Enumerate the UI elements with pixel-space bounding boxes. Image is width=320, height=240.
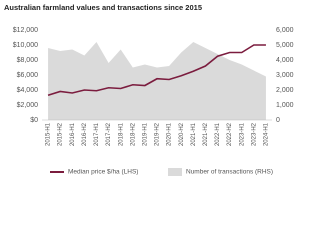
x-tick-label: 2016-H2 xyxy=(82,122,88,146)
chart-title: Australian farmland values and transacti… xyxy=(4,3,202,12)
x-tick-label: 2022-H2 xyxy=(227,122,233,146)
y2-tick-label: 6,000 xyxy=(276,27,294,34)
y2-tick-label: 2,000 xyxy=(276,87,294,94)
page: {"chart_data": {"type": "line-area", "ti… xyxy=(4,2,294,176)
legend-swatch xyxy=(168,168,182,176)
area xyxy=(48,42,266,120)
y-tick-label: $4,000 xyxy=(17,87,39,94)
x-tick-label: 2018-H2 xyxy=(130,122,136,146)
y-tick-label: $6,000 xyxy=(17,72,39,79)
x-tick-label: 2020-H2 xyxy=(179,122,185,146)
x-tick-label: 2023-H1 xyxy=(239,122,245,146)
line xyxy=(47,44,266,97)
y-tick-label: $8,000 xyxy=(17,57,39,64)
x-tick-label: 2019-H2 xyxy=(155,122,161,146)
x-tick-label: 2016-H1 xyxy=(70,122,76,146)
x-tick-label: 2021-H2 xyxy=(203,122,209,146)
y-tick-label: $0 xyxy=(30,117,38,124)
x-tick-label: 2019-H1 xyxy=(142,122,148,146)
x-tick-label: 2021-H1 xyxy=(191,122,197,146)
y-tick-label: $10,000 xyxy=(13,42,38,49)
x-tick-label: 2017-H1 xyxy=(94,122,100,146)
x-tick-label: 2023-H2 xyxy=(251,122,257,146)
y2-tick-label: 4,000 xyxy=(276,57,294,64)
x-tick-label: 2015-H1 xyxy=(46,122,52,146)
y2-tick-label: 0 xyxy=(276,117,280,124)
x-tick-label: 2020-H1 xyxy=(167,122,173,146)
x-tick-label: 2022-H1 xyxy=(215,122,221,146)
x-tick-label: 2018-H1 xyxy=(118,122,124,146)
x-tick-label: 2024-H1 xyxy=(264,122,270,146)
y-tick-label: $12,000 xyxy=(13,27,38,34)
y2-tick-label: 3,000 xyxy=(276,72,294,79)
chart: Australian farmland values and transacti… xyxy=(4,3,294,176)
y2-tick-label: 5,000 xyxy=(276,42,294,49)
x-tick-label: 2015-H2 xyxy=(58,122,64,146)
legend-label: Number of transactions (RHS) xyxy=(186,169,273,176)
legend-label: Median price $/ha (LHS) xyxy=(68,169,138,176)
y2-tick-label: 1,000 xyxy=(276,102,294,109)
x-tick-label: 2017-H2 xyxy=(106,122,112,146)
y-tick-label: $2,000 xyxy=(17,102,39,109)
